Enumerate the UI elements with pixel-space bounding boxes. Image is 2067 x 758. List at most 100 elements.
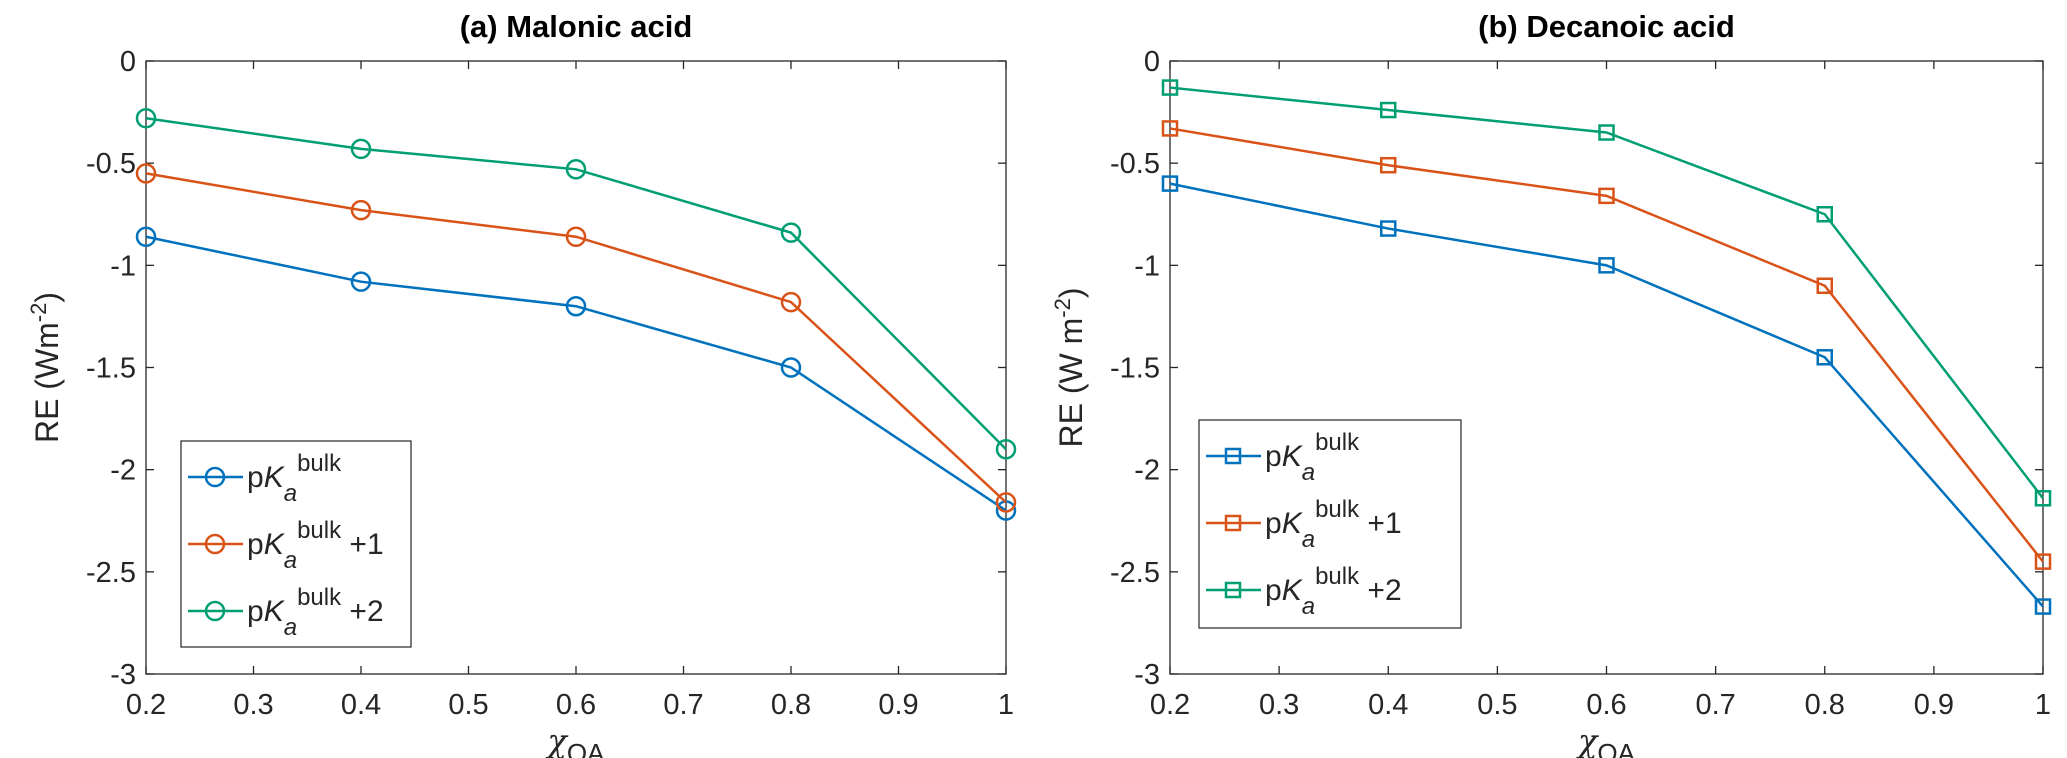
y-tick-label: -1.5: [1110, 353, 1160, 385]
legend-label: pKabulk +2: [1265, 563, 1402, 620]
data-point: [565, 159, 587, 180]
data-point: [1598, 124, 1615, 141]
x-axis-label: χOA: [1576, 722, 1636, 758]
series-2: [1161, 79, 2052, 507]
data-point: [780, 291, 802, 313]
y-tick-label: -0.5: [86, 148, 136, 180]
data-point: [1816, 349, 1833, 366]
y-tick-label: -1: [110, 250, 136, 282]
legend-item-0: pKabulk: [188, 450, 342, 507]
data-point: [2034, 490, 2052, 507]
data-point: [565, 295, 587, 317]
legend-item-2: pKabulk +2: [1206, 563, 1402, 620]
chart-title: (a) Malonic acid: [460, 9, 693, 44]
series-line: [1169, 182, 2044, 608]
legend-label: pKabulk: [247, 450, 342, 507]
legend-label: pKabulk +1: [1265, 496, 1402, 553]
data-point: [2034, 598, 2052, 615]
y-tick-label: 0: [1144, 46, 1160, 78]
x-tick-label: 0.8: [771, 689, 811, 721]
data-point: [350, 199, 372, 221]
series-line: [145, 172, 1007, 504]
series-line: [145, 116, 1007, 451]
y-tick-label: -0.5: [1110, 148, 1160, 180]
legend-marker: [1224, 514, 1242, 532]
legend: pKabulk pKabulk +1 pKabulk +2: [1198, 419, 1462, 629]
data-point: [350, 138, 372, 160]
x-tick-label: 0.7: [1695, 689, 1735, 721]
y-tick-label: -1.5: [86, 353, 136, 385]
chart-panel-0: 0.2 0.3 0.4 0.5 0.6 0.7 0.8 0.9 1 0 -0.5 -1 -1.5 -2 -2…: [26, 9, 1017, 758]
x-tick-label: 0.5: [1477, 689, 1517, 721]
data-point: [995, 438, 1017, 460]
x-tick-label: 0.3: [233, 689, 273, 721]
data-point: [565, 226, 587, 247]
data-point: [2034, 553, 2052, 570]
legend-marker: [204, 600, 226, 622]
data-point: [1816, 277, 1833, 295]
y-axis-label: RE (W m-2): [1050, 288, 1089, 448]
data-point: [1161, 79, 1179, 96]
x-tick-label: 0.8: [1805, 689, 1845, 721]
x-tick-label: 0.5: [448, 689, 488, 721]
y-tick-label: -3: [110, 659, 136, 691]
chart-panel-1: 0.2 0.3 0.4 0.5 0.6 0.7 0.8 0.9 1 0 -0.5 -1 -1.5 -2 -2…: [1050, 9, 2052, 758]
series-0: [135, 226, 1017, 521]
series-2: [135, 107, 1017, 460]
x-tick-label: 0.4: [341, 689, 381, 721]
legend-label: pKabulk +1: [247, 517, 384, 574]
x-tick-label: 0.3: [1259, 689, 1299, 721]
data-point: [1161, 175, 1179, 192]
x-axis-label: χOA: [546, 722, 606, 758]
data-point: [995, 492, 1017, 513]
legend-marker: [1224, 581, 1242, 599]
y-tick-label: -2.5: [86, 557, 136, 589]
x-tick-label: 0.9: [1914, 689, 1954, 721]
y-tick-label: 0: [120, 46, 136, 78]
x-tick-label: 0.4: [1368, 689, 1408, 721]
data-point: [1380, 101, 1397, 119]
x-tick-label: 0.6: [556, 689, 596, 721]
data-point: [1380, 156, 1397, 174]
legend-item-1: pKabulk +1: [1206, 496, 1402, 553]
legend: pKabulk pKabulk +1 pKabulk +2: [180, 440, 412, 648]
data-point: [135, 163, 157, 184]
x-tick-label: 0.7: [663, 689, 703, 721]
legend-label: pKabulk: [1265, 429, 1360, 486]
data-point: [135, 107, 157, 129]
y-tick-label: -3: [1134, 659, 1160, 691]
legend-item-2: pKabulk +2: [188, 584, 384, 641]
legend-item-1: pKabulk +1: [188, 517, 384, 574]
y-tick-label: -2.5: [1110, 557, 1160, 589]
data-point: [1598, 187, 1615, 205]
y-tick-label: -2: [110, 455, 136, 487]
legend-marker: [1224, 447, 1242, 465]
data-point: [1598, 257, 1615, 274]
series-0: [1161, 175, 2052, 615]
data-point: [1816, 206, 1833, 223]
data-point: [780, 222, 802, 243]
x-tick-label: 0.6: [1586, 689, 1626, 721]
chart-title: (b) Decanoic acid: [1478, 9, 1735, 44]
legend-marker: [204, 466, 226, 488]
series-line: [145, 235, 1007, 512]
series-1: [1161, 120, 2052, 570]
data-point: [780, 357, 802, 378]
y-tick-label: -1: [1134, 250, 1160, 282]
series-1: [135, 163, 1017, 513]
legend-marker: [204, 533, 226, 555]
y-tick-label: -2: [1134, 455, 1160, 487]
x-tick-label: 1: [998, 689, 1014, 721]
x-tick-label: 0.9: [878, 689, 918, 721]
data-point: [1380, 220, 1397, 237]
x-tick-label: 0.2: [126, 689, 166, 721]
legend-label: pKabulk +2: [247, 584, 384, 641]
x-tick-label: 0.2: [1150, 689, 1190, 721]
data-point: [350, 271, 372, 292]
data-point: [135, 226, 157, 247]
data-point: [1161, 120, 1179, 137]
x-tick-label: 1: [2035, 689, 2051, 721]
series-line: [1169, 127, 2044, 563]
legend-item-0: pKabulk: [1206, 429, 1360, 486]
